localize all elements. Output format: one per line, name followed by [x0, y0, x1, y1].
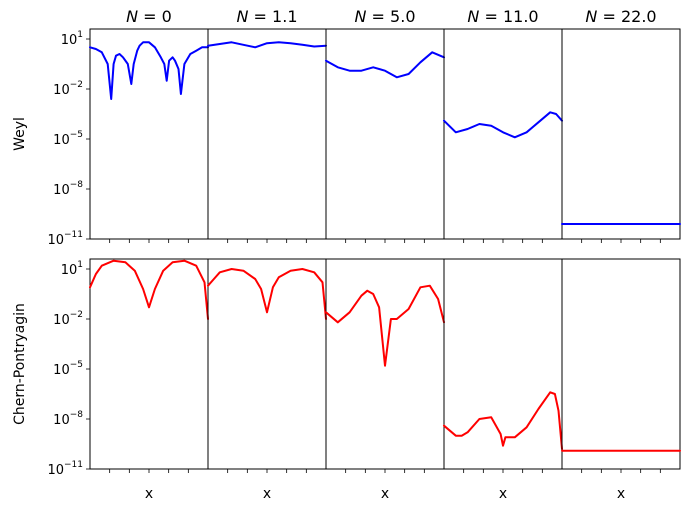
column-title-variable: N — [237, 7, 249, 26]
data-series-line — [89, 259, 209, 320]
column-title: N = 0 — [126, 7, 172, 26]
data-series-line — [325, 51, 445, 79]
column-title-value: = 1.1 — [248, 7, 297, 26]
panel — [325, 28, 445, 243]
panels: 10110−210−510−810−1110110−210−510−810−11… — [47, 28, 681, 502]
panel-frame — [561, 258, 681, 470]
panel-frame — [561, 28, 681, 240]
y-tick-base: 10 — [53, 413, 70, 428]
row-label: Chern-Pontryagin — [12, 303, 28, 425]
y-tick-label: 10−5 — [53, 130, 83, 148]
column-title: N = 11.0 — [467, 7, 538, 26]
y-tick-exponent: −2 — [70, 310, 83, 320]
y-tick-label: 10−5 — [53, 360, 83, 378]
y-tick-label: 10−8 — [53, 410, 83, 428]
column-title: N = 22.0 — [585, 7, 656, 26]
y-tick-label: 101 — [61, 260, 83, 278]
y-tick-exponent: 1 — [77, 30, 83, 40]
y-tick-exponent: −8 — [70, 180, 84, 190]
y-tick-label: 10−2 — [53, 80, 83, 98]
y-tick-exponent: −11 — [64, 460, 83, 470]
panel-frame — [207, 258, 327, 470]
y-tick-label: 10−11 — [47, 230, 83, 248]
column-title-value: = 5.0 — [366, 7, 415, 26]
column-title-variable: N — [585, 7, 597, 26]
x-axis-label: x — [263, 486, 271, 502]
x-axis-label: x — [145, 486, 153, 502]
y-tick-base: 10 — [53, 363, 70, 378]
y-tick-exponent: −8 — [70, 410, 84, 420]
y-tick-base: 10 — [53, 313, 70, 328]
x-axis-label: x — [499, 486, 507, 502]
data-series-line — [207, 268, 327, 320]
column-title-variable: N — [126, 7, 138, 26]
y-tick-base: 10 — [47, 233, 64, 248]
y-tick-label: 10−8 — [53, 180, 83, 198]
y-tick-base: 10 — [53, 183, 70, 198]
panel — [561, 258, 681, 473]
y-tick-base: 10 — [61, 263, 78, 278]
panel — [89, 28, 209, 243]
data-series-line — [443, 111, 563, 139]
y-tick-label: 10−2 — [53, 310, 83, 328]
data-series-line — [325, 284, 445, 367]
panel — [443, 258, 563, 473]
panel — [325, 258, 445, 473]
panel-frame — [443, 258, 563, 470]
y-tick-exponent: −5 — [70, 360, 83, 370]
y-tick-exponent: −11 — [64, 230, 83, 240]
y-tick-exponent: −2 — [70, 80, 83, 90]
data-series-line — [89, 41, 209, 100]
column-title: N = 5.0 — [355, 7, 416, 26]
panel — [561, 28, 681, 243]
panel — [207, 28, 327, 243]
y-tick-base: 10 — [53, 83, 70, 98]
panel — [89, 258, 209, 473]
y-tick-exponent: −5 — [70, 130, 83, 140]
column-title-value: = 11.0 — [479, 7, 538, 26]
row-label: Weyl — [12, 117, 28, 151]
y-tick-base: 10 — [53, 133, 70, 148]
column-title-variable: N — [467, 7, 479, 26]
column-title-value: = 22.0 — [597, 7, 656, 26]
panel-frame — [325, 28, 445, 240]
y-tick-base: 10 — [61, 33, 78, 48]
data-series-line — [207, 41, 327, 49]
panel — [207, 258, 327, 473]
y-tick-base: 10 — [47, 463, 64, 478]
column-title-variable: N — [355, 7, 367, 26]
panel-frame — [89, 28, 209, 240]
panel-frame — [443, 28, 563, 240]
panel-frame — [207, 28, 327, 240]
data-series-line — [443, 391, 563, 450]
y-tick-exponent: 1 — [77, 260, 83, 270]
column-title-value: = 0 — [138, 7, 172, 26]
row-labels: Weyl Chern-Pontryagin — [12, 117, 28, 425]
x-axis-label: x — [381, 486, 389, 502]
y-tick-label: 101 — [61, 30, 83, 48]
x-axis-label: x — [617, 486, 625, 502]
panel-frame — [89, 258, 209, 470]
column-title: N = 1.1 — [237, 7, 298, 26]
panel — [443, 28, 563, 243]
y-tick-label: 10−11 — [47, 460, 83, 478]
